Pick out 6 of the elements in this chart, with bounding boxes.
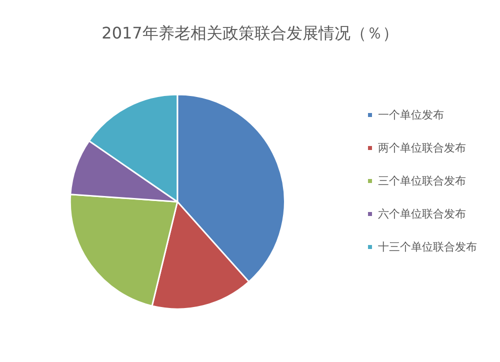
legend-label: 六个单位联合发布 — [378, 208, 466, 220]
legend-label: 三个单位联合发布 — [378, 174, 466, 188]
legend-label: 一个单位发布 — [378, 108, 444, 122]
chart-title: 2017年养老相关政策联合发展情况（％） — [102, 24, 398, 42]
legend-label: 两个单位联合发布 — [378, 142, 466, 154]
legend-label: 十三个单位联合发布 — [378, 240, 477, 254]
